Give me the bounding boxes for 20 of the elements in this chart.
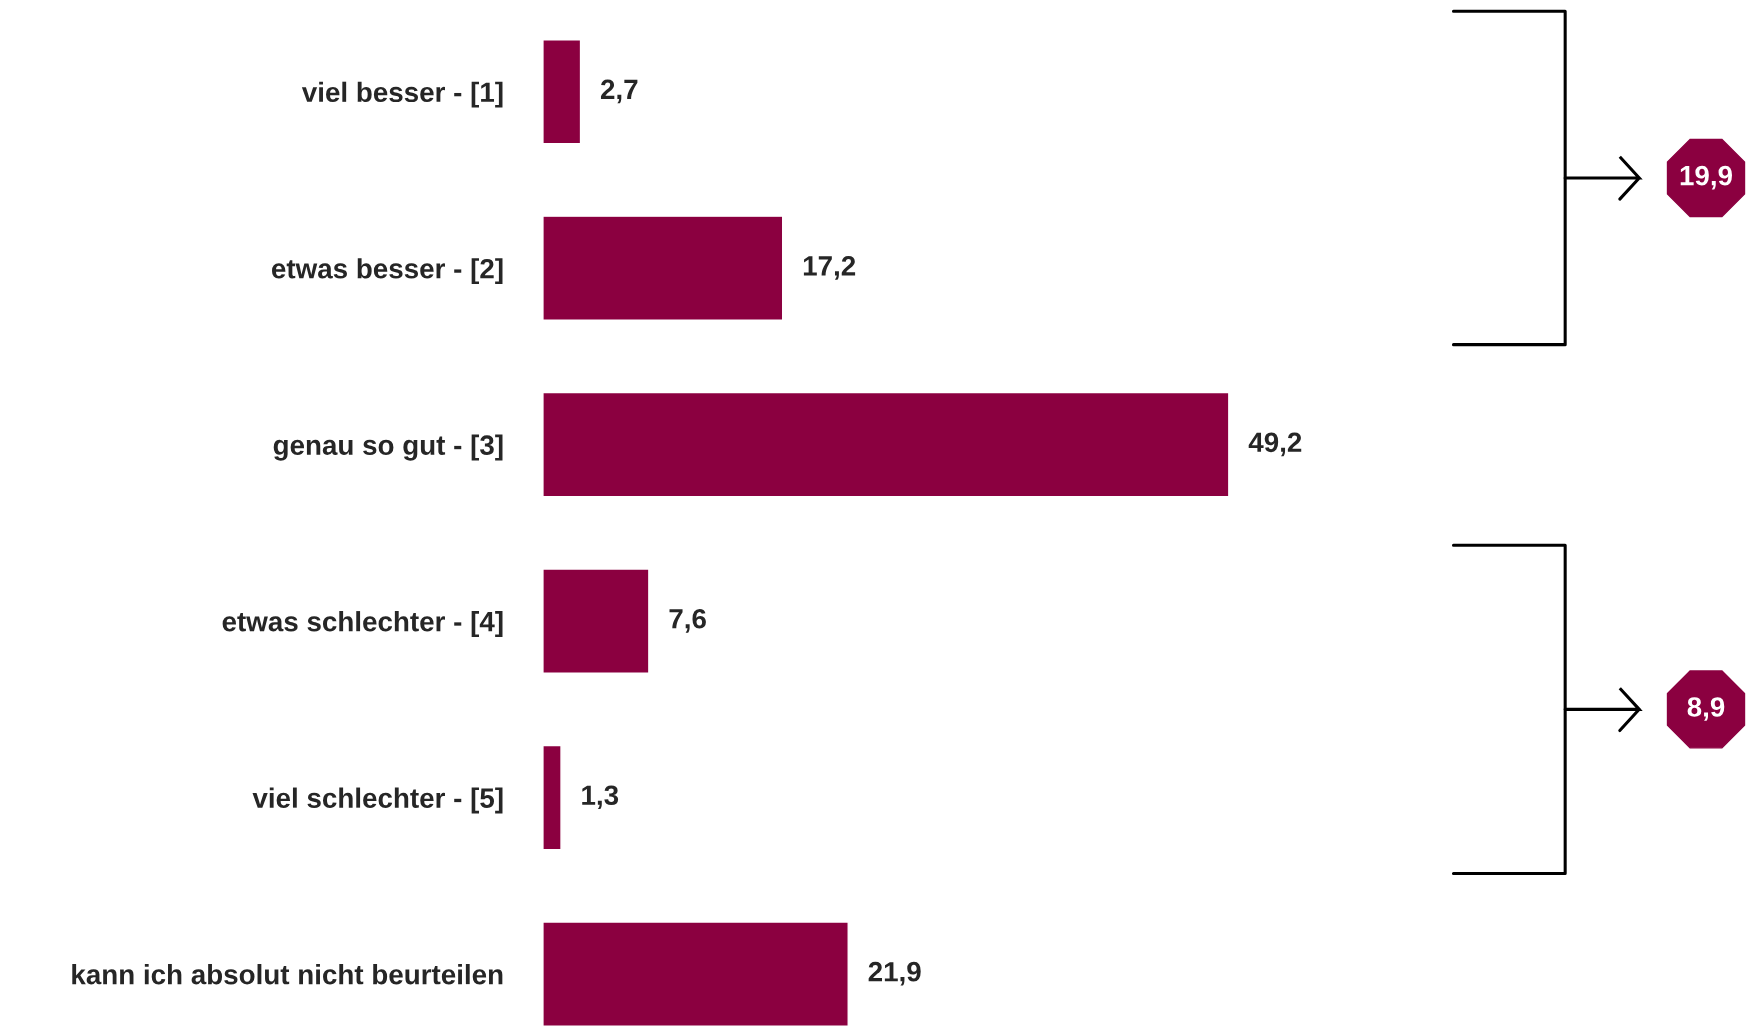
data-label: 2,7: [600, 79, 638, 104]
bar: [542, 921, 849, 1027]
y-tick-label: kann ich absolut nicht beurteilen: [72, 964, 503, 985]
bar: [542, 391, 1230, 498]
text: 8,9: [1687, 697, 1725, 721]
data-label: 7,6: [669, 608, 706, 633]
y-tick-label: genau so gut - [3]: [273, 434, 503, 461]
bar: [542, 568, 650, 674]
bar: [542, 744, 562, 851]
y-tick-label: viel besser - [1]: [301, 81, 503, 108]
y-tick-label: etwas besser - [2]: [272, 258, 503, 285]
data-label: 1,3: [582, 785, 619, 810]
y-tick-label: viel schlechter - [5]: [252, 787, 503, 814]
data-label: 49,2: [1248, 432, 1302, 457]
bar: [542, 215, 784, 321]
text: 19,9: [1680, 165, 1733, 190]
bar: [542, 39, 582, 145]
data-label: 21,9: [868, 961, 921, 986]
y-tick-label: etwas schlechter - [4]: [222, 611, 503, 637]
data-label: 17,2: [803, 256, 856, 280]
